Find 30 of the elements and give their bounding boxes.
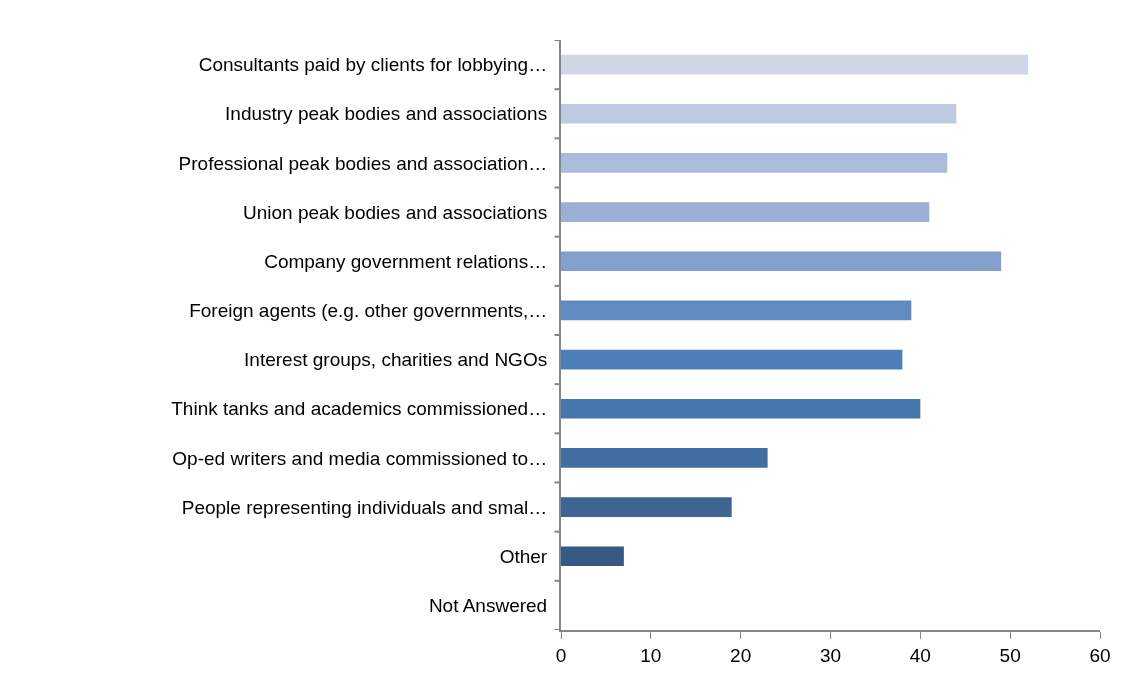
bar	[561, 153, 948, 173]
bar	[561, 497, 732, 517]
bar	[561, 448, 768, 468]
x-tick-label: 20	[730, 644, 752, 666]
y-tick-label: Union peak bodies and associations	[242, 201, 548, 223]
y-tick-label: Industry peak bodies and associations	[225, 103, 548, 125]
bar	[561, 546, 624, 567]
bar	[561, 251, 1002, 272]
y-tick-label: People representing individuals and smal…	[181, 496, 548, 518]
y-tick-label: Interest groups, charities and NGOs	[244, 349, 548, 371]
y-tick-label: Op-ed writers and media commissioned to…	[172, 447, 548, 469]
x-tick-label: 30	[819, 644, 842, 666]
bar	[561, 202, 930, 222]
bar	[561, 300, 912, 321]
x-tick-label: 0	[555, 644, 567, 666]
bar	[561, 54, 1029, 75]
y-tick-label: Company government relations…	[264, 250, 548, 272]
bar	[561, 349, 903, 370]
x-tick-label: 50	[999, 644, 1021, 666]
y-tick-label: Not Answered	[428, 595, 548, 617]
x-tick-label: 10	[640, 644, 662, 666]
x-tick-label: 60	[1089, 644, 1111, 666]
y-tick-label: Professional peak bodies and association…	[178, 152, 548, 174]
y-tick-label: Consultants paid by clients for lobbying…	[198, 54, 548, 76]
bar	[561, 103, 957, 124]
x-tick-label: 40	[909, 644, 931, 666]
bar	[561, 398, 921, 419]
y-tick-label: Think tanks and academics commissioned…	[171, 398, 548, 420]
y-tick-label: Foreign agents (e.g. other governments,…	[189, 300, 548, 322]
y-tick-label: Other	[499, 545, 548, 567]
